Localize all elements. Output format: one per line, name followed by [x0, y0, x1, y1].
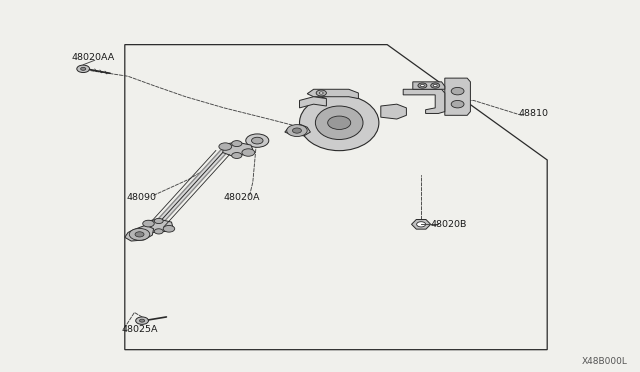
Text: 48020B: 48020B — [430, 220, 467, 229]
Text: 48810: 48810 — [518, 109, 548, 118]
Circle shape — [129, 228, 150, 240]
Polygon shape — [413, 82, 445, 89]
Circle shape — [417, 222, 426, 227]
Circle shape — [319, 92, 323, 94]
Circle shape — [451, 87, 464, 95]
Circle shape — [451, 100, 464, 108]
Text: 48090: 48090 — [126, 193, 156, 202]
Circle shape — [418, 83, 427, 88]
Circle shape — [328, 116, 351, 129]
Circle shape — [431, 83, 440, 88]
Circle shape — [292, 128, 301, 133]
Circle shape — [154, 218, 163, 224]
Circle shape — [232, 141, 242, 147]
Text: 48020A: 48020A — [224, 193, 260, 202]
Polygon shape — [403, 89, 445, 113]
Circle shape — [232, 153, 242, 158]
Circle shape — [140, 319, 145, 322]
Circle shape — [246, 134, 269, 147]
Circle shape — [143, 220, 154, 227]
Ellipse shape — [316, 106, 363, 140]
Circle shape — [135, 232, 144, 237]
Polygon shape — [300, 97, 326, 108]
Ellipse shape — [300, 95, 379, 151]
Circle shape — [242, 149, 255, 156]
Polygon shape — [145, 219, 173, 232]
Circle shape — [252, 137, 263, 144]
Circle shape — [433, 84, 437, 87]
Circle shape — [81, 67, 86, 70]
Polygon shape — [285, 125, 310, 136]
Polygon shape — [307, 89, 358, 99]
Circle shape — [420, 84, 424, 87]
Text: 48020AA: 48020AA — [72, 52, 115, 61]
Circle shape — [136, 317, 148, 324]
Text: 48025A: 48025A — [122, 325, 158, 334]
Polygon shape — [125, 225, 154, 241]
Circle shape — [77, 65, 90, 73]
Polygon shape — [381, 104, 406, 119]
Circle shape — [219, 143, 232, 150]
Circle shape — [154, 229, 163, 234]
Polygon shape — [223, 142, 253, 156]
Text: X48B000L: X48B000L — [581, 357, 627, 366]
Circle shape — [316, 90, 326, 96]
Circle shape — [163, 225, 175, 232]
Polygon shape — [445, 78, 470, 115]
Circle shape — [287, 125, 307, 137]
